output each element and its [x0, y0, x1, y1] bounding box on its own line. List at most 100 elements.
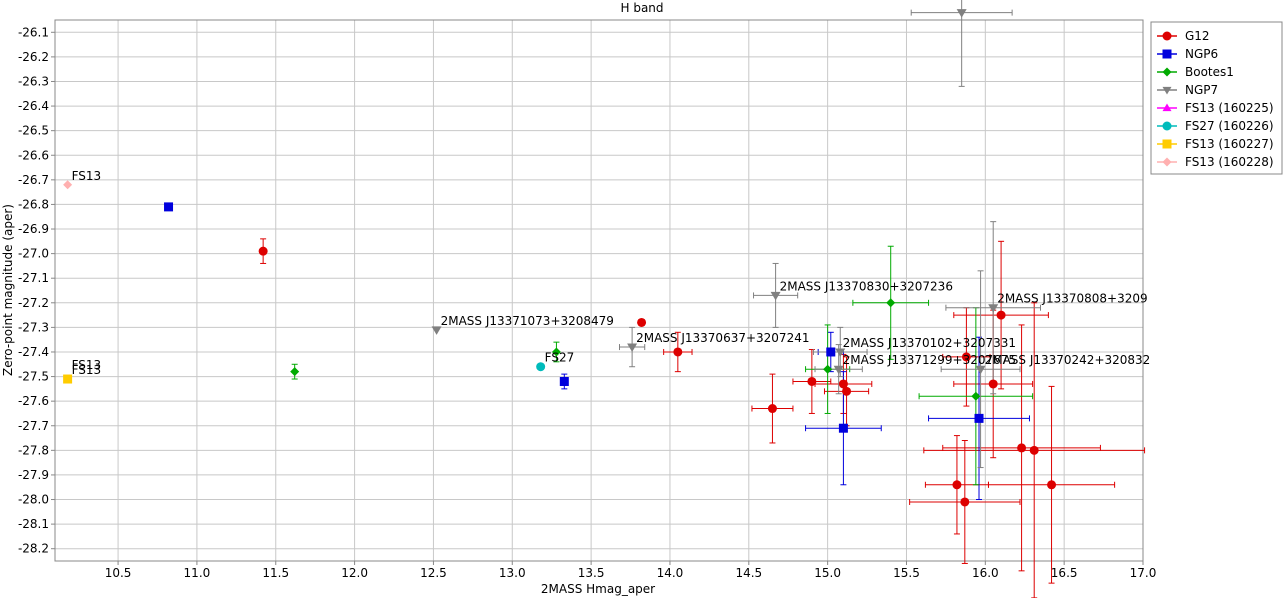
data-point: [431, 326, 442, 335]
data-point: [1047, 480, 1057, 490]
data-point: [961, 352, 971, 362]
point-annotation: 2MASS J13371299+3207675: [843, 353, 1016, 367]
y-tick-label: -27.7: [18, 419, 49, 433]
y-tick-label: -27.3: [18, 320, 49, 334]
point-annotation: FS13: [72, 363, 102, 377]
y-tick-label: -27.1: [18, 271, 49, 285]
x-tick-label: 16.0: [972, 566, 999, 580]
data-point: [974, 413, 984, 423]
data-point: [1029, 445, 1039, 455]
data-point: [1017, 443, 1027, 453]
y-tick-label: -27.6: [18, 394, 49, 408]
x-tick-label: 14.5: [735, 566, 762, 580]
y-tick-label: -27.0: [18, 247, 49, 261]
data-point: [770, 291, 781, 301]
y-tick-label: -26.9: [18, 222, 49, 236]
data-point: [988, 379, 998, 389]
data-point: [842, 386, 852, 396]
y-tick-label: -26.1: [18, 25, 49, 39]
data-point: [826, 347, 836, 357]
data-point: [988, 304, 999, 313]
legend-label: FS13 (160225): [1185, 101, 1274, 115]
x-tick-label: 17.0: [1130, 566, 1157, 580]
data-point: [835, 348, 846, 357]
y-tick-label: -27.5: [18, 370, 49, 384]
legend-box: [1150, 21, 1283, 175]
y-tick-label: -26.8: [18, 197, 49, 211]
point-annotation: 2MASS J13370830+3207236: [780, 279, 953, 293]
y-tick-label: -27.4: [18, 345, 49, 359]
point-annotation: FS27: [545, 351, 575, 365]
legend-marker: [1162, 103, 1172, 112]
data-point: [63, 180, 73, 190]
y-tick-label: -26.3: [18, 74, 49, 88]
x-tick-label: 10.5: [105, 566, 132, 580]
x-tick-label: 12.0: [341, 566, 368, 580]
legend-label: NGP7: [1185, 83, 1218, 97]
y-tick-label: -27.2: [18, 296, 49, 310]
point-annotation: 2MASS J13370102+3207331: [843, 336, 1016, 350]
y-tick-label: -28.1: [18, 517, 49, 531]
x-tick-label: 15.5: [893, 566, 920, 580]
y-tick-label: -26.2: [18, 50, 49, 64]
data-point: [975, 365, 986, 375]
data-point: [258, 246, 268, 256]
y-tick-label: -28.2: [18, 542, 49, 556]
data-point: [673, 347, 683, 357]
x-tick-label: 13.5: [578, 566, 605, 580]
y-tick-label: -28.0: [18, 493, 49, 507]
x-tick-label: 11.0: [184, 566, 211, 580]
point-annotation: FS13: [72, 169, 102, 183]
legend-marker: [1162, 157, 1172, 167]
x-tick-label: 11.5: [262, 566, 289, 580]
y-tick-label: -27.8: [18, 443, 49, 457]
x-tick-label: 13.0: [499, 566, 526, 580]
data-point: [559, 376, 569, 386]
legend-label: Bootes1: [1185, 65, 1234, 79]
data-point: [551, 347, 561, 357]
point-annotation: FS13: [72, 358, 102, 372]
y-tick-label: -27.9: [18, 468, 49, 482]
data-point: [996, 310, 1006, 320]
legend-label: FS27 (160226): [1185, 119, 1274, 133]
y-tick-label: -26.6: [18, 148, 49, 162]
point-annotation: 2MASS J13370808+3209: [997, 292, 1147, 306]
data-point: [536, 362, 546, 372]
data-point: [823, 364, 833, 374]
legend-marker: [1162, 67, 1172, 77]
data-point: [971, 391, 981, 401]
x-tick-label: 16.5: [1051, 566, 1078, 580]
point-annotation: 2MASS J13370242+320832: [985, 353, 1151, 367]
data-point: [637, 317, 647, 327]
y-tick-label: -26.4: [18, 99, 49, 113]
data-point: [290, 367, 300, 377]
y-tick-label: -26.5: [18, 124, 49, 138]
point-annotation: 2MASS J13370637+3207241: [636, 331, 809, 345]
legend-marker: [1162, 86, 1172, 95]
chart-title: H band: [620, 1, 663, 15]
data-point: [956, 9, 967, 18]
data-point: [833, 365, 844, 375]
point-annotation: 2MASS J13371073+3208479: [441, 314, 614, 328]
legend-marker: [1162, 139, 1172, 149]
legend-label: NGP6: [1185, 47, 1218, 61]
plot-area-border: [54, 19, 1144, 562]
data-point: [767, 404, 777, 414]
data-point: [627, 343, 638, 353]
data-point: [952, 480, 962, 490]
legend-label: FS13 (160228): [1185, 155, 1274, 169]
legend-label: FS13 (160227): [1185, 137, 1274, 151]
data-point: [838, 423, 848, 433]
x-tick-label: 15.0: [814, 566, 841, 580]
data-point: [807, 376, 817, 386]
data-point: [164, 202, 174, 212]
x-tick-label: 14.0: [657, 566, 684, 580]
legend-label: G12: [1185, 29, 1210, 43]
data-point: [838, 379, 848, 389]
x-tick-label: 12.5: [420, 566, 447, 580]
legend-marker: [1162, 121, 1172, 131]
legend: G12 NGP6 Bootes1 NGP7 FS13 (160225) FS27 (160…: [1150, 21, 1283, 175]
legend-marker: [1162, 49, 1172, 59]
y-tick-label: -26.7: [18, 173, 49, 187]
